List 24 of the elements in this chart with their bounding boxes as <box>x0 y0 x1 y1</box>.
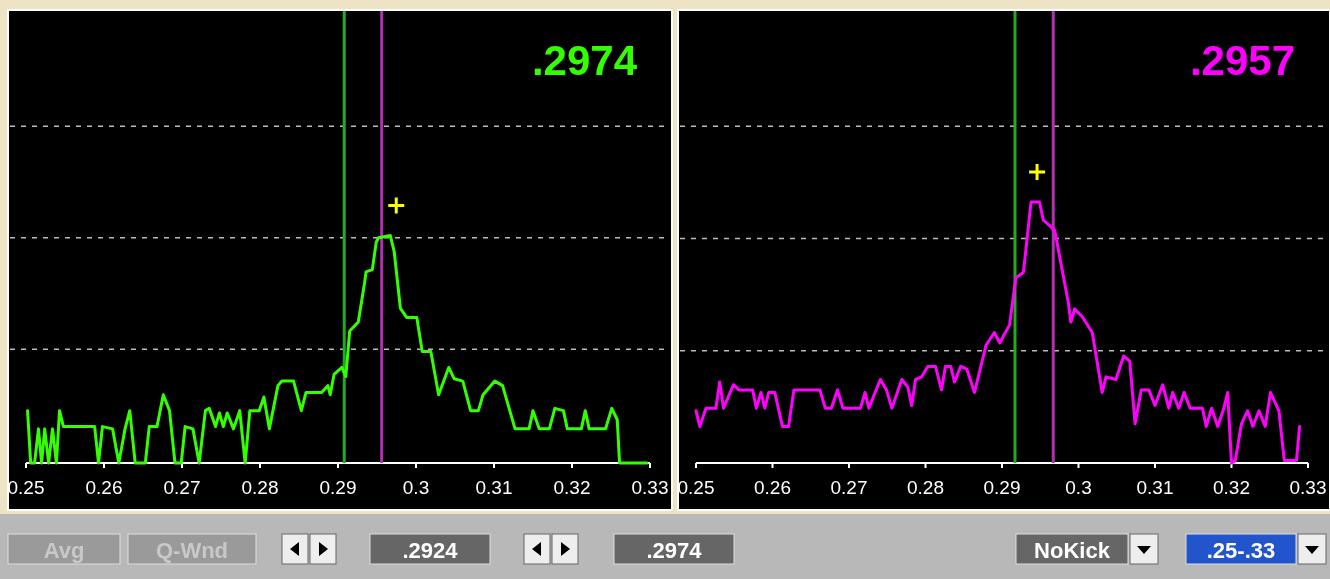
x-tick-label: 0.3 <box>1065 477 1092 498</box>
x-tick-label: 0.33 <box>1289 477 1327 498</box>
x-tick-label: 0.29 <box>983 477 1021 498</box>
x-tick-label: 0.32 <box>553 477 591 498</box>
x-tick-label: 0.32 <box>1213 477 1250 498</box>
x-tick-label: 0.27 <box>830 477 868 498</box>
x-tick-label: 0.26 <box>754 477 791 498</box>
text: .25-.33 <box>1206 538 1276 563</box>
x-tick-label: 0.28 <box>241 477 279 498</box>
x-tick-label: 0.25 <box>7 477 45 498</box>
x-tick-label: 0.31 <box>1136 477 1174 498</box>
x-tick-label: 0.33 <box>631 477 669 498</box>
x-tick-label: 0.3 <box>402 477 430 498</box>
x-tick-label: 0.29 <box>319 477 357 498</box>
x-tick-label: 0.25 <box>677 477 715 498</box>
chart-title: .2974 <box>531 37 638 84</box>
chart-title: .2957 <box>1189 37 1295 84</box>
x-tick-label: 0.28 <box>907 477 944 498</box>
x-tick-label: 0.27 <box>163 477 201 498</box>
text: .2974 <box>646 538 703 563</box>
text: NoKick <box>1034 538 1111 563</box>
text: .2924 <box>402 538 459 563</box>
x-tick-label: 0.26 <box>85 477 123 498</box>
x-tick-label: 0.31 <box>475 477 513 498</box>
